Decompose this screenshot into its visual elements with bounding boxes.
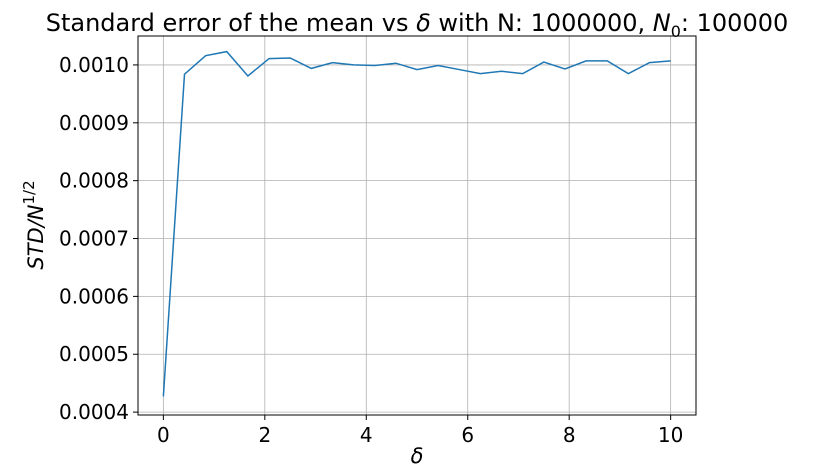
y-tick-label: 0.0007 — [59, 227, 129, 251]
x-tick-label: 0 — [157, 423, 170, 447]
y-tick-label: 0.0006 — [59, 284, 129, 308]
y-tick-label: 0.0005 — [59, 342, 129, 366]
x-tick-label: 10 — [658, 423, 683, 447]
y-tick-label: 0.0008 — [59, 169, 129, 193]
series-layer — [162, 50, 671, 397]
x-tick-label: 6 — [461, 423, 474, 447]
chart-title: Standard error of the mean vs δ with N: … — [46, 9, 789, 41]
x-tick-label: 8 — [563, 423, 576, 447]
grid — [138, 36, 696, 415]
plot-area-frame — [137, 35, 697, 416]
y-axis-label: STD/N1/2 — [20, 180, 48, 269]
x-tick-label: 4 — [360, 423, 373, 447]
y-tick-label: 0.0010 — [59, 53, 129, 77]
x-tick-label: 2 — [258, 423, 271, 447]
y-tick-label: 0.0004 — [59, 400, 129, 424]
y-tick-label: 0.0009 — [59, 111, 129, 135]
x-axis-label: δ — [411, 444, 424, 468]
series-line — [162, 50, 671, 397]
axis-ticks: 0 2 4 6 8 10 0.0004 0.0005 0.0006 0.0007 0.0008 0.0… — [59, 53, 683, 447]
